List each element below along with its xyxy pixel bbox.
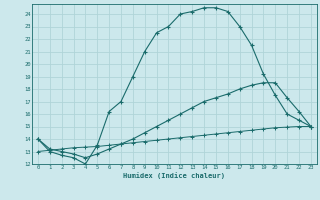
- X-axis label: Humidex (Indice chaleur): Humidex (Indice chaleur): [124, 172, 225, 179]
